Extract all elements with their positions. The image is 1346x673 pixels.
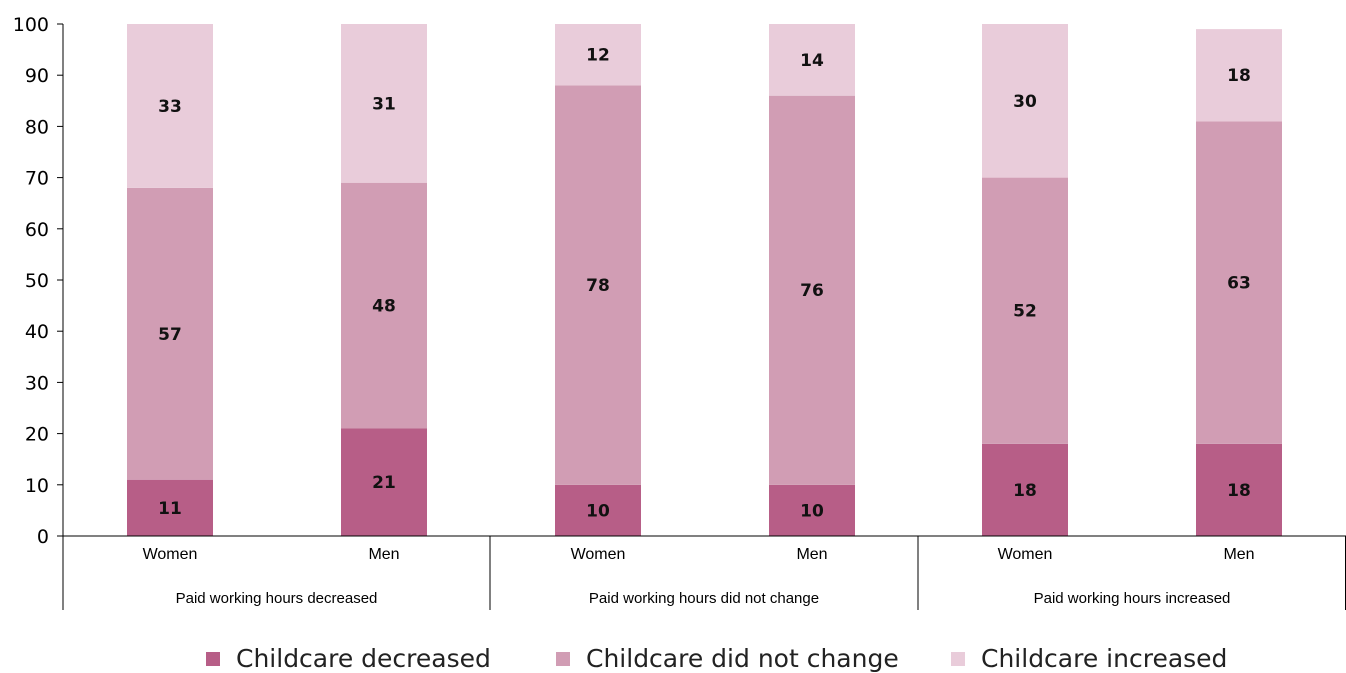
legend-item: Childcare decreased <box>206 644 491 673</box>
legend-swatch <box>951 652 965 666</box>
y-tick-label: 0 <box>37 526 49 548</box>
data-label: 18 <box>1013 481 1037 501</box>
bar-segment <box>982 443 1068 536</box>
data-label: 10 <box>586 501 610 521</box>
legend-label: Childcare decreased <box>236 644 491 673</box>
bars: 11 57 33 21 48 31 10 78 12 10 76 14 18 52 30 18 63 18 <box>127 24 1282 536</box>
bar-segment <box>127 187 213 480</box>
x-category-label: Men <box>368 546 399 563</box>
y-axis: 0 10 20 30 40 50 60 70 80 90 100 <box>13 14 64 548</box>
x-category-label: Women <box>571 546 626 563</box>
data-label: 11 <box>158 499 182 519</box>
legend-item: Childcare increased <box>951 644 1227 673</box>
data-label: 48 <box>372 297 396 317</box>
bar-segment <box>982 24 1068 178</box>
legend-item: Childcare did not change <box>556 644 899 673</box>
bar-segment <box>769 484 855 536</box>
bar-segment <box>127 24 213 188</box>
data-label: 78 <box>586 276 610 296</box>
bar-segment <box>341 428 427 536</box>
x-group-label: Paid working hours did not change <box>589 590 819 607</box>
data-label: 12 <box>586 46 610 66</box>
x-axis: Women Men Women Men Women Men Paid working hou… <box>62 535 1346 610</box>
x-category-label: Women <box>998 546 1053 563</box>
bar-segment <box>555 24 641 86</box>
y-tick-label: 50 <box>25 270 49 292</box>
data-label: 21 <box>372 473 396 493</box>
legend-swatch <box>206 652 220 666</box>
bar-segment <box>555 85 641 485</box>
bar-segment <box>127 479 213 536</box>
bar-segment <box>555 484 641 536</box>
x-group-label: Paid working hours decreased <box>176 590 378 607</box>
data-label: 18 <box>1227 66 1251 86</box>
bar-segment <box>341 182 427 429</box>
data-label: 10 <box>800 501 824 521</box>
x-category-label: Men <box>796 546 827 563</box>
legend-label: Childcare increased <box>981 644 1227 673</box>
y-tick-label: 40 <box>25 321 49 343</box>
data-label: 31 <box>372 94 396 114</box>
bar-segment <box>769 24 855 96</box>
bar-segment <box>1196 443 1282 536</box>
y-tick-label: 10 <box>25 475 49 497</box>
bar-segment <box>982 177 1068 444</box>
bar-segment <box>1196 29 1282 122</box>
data-label: 14 <box>800 51 824 71</box>
legend: Childcare decreased Childcare did not cha… <box>206 644 1227 673</box>
y-tick-label: 100 <box>13 14 49 36</box>
data-label: 63 <box>1227 274 1251 294</box>
y-tick-label: 30 <box>25 372 49 394</box>
bar-segment <box>1196 121 1282 444</box>
bar-segment <box>769 95 855 485</box>
data-label: 33 <box>158 97 182 117</box>
data-label: 57 <box>158 325 182 345</box>
data-label: 76 <box>800 281 824 301</box>
y-tick-label: 90 <box>25 65 49 87</box>
bar-segment <box>341 24 427 183</box>
legend-swatch <box>556 652 570 666</box>
x-category-label: Men <box>1223 546 1254 563</box>
y-tick-label: 20 <box>25 424 49 446</box>
data-label: 18 <box>1227 481 1251 501</box>
data-label: 30 <box>1013 92 1037 112</box>
x-category-label: Women <box>143 546 198 563</box>
data-label: 52 <box>1013 302 1037 322</box>
y-tick-label: 80 <box>25 116 49 138</box>
y-tick-label: 60 <box>25 219 49 241</box>
y-tick-label: 70 <box>25 168 49 190</box>
legend-label: Childcare did not change <box>586 644 899 673</box>
x-group-label: Paid working hours increased <box>1034 590 1231 607</box>
